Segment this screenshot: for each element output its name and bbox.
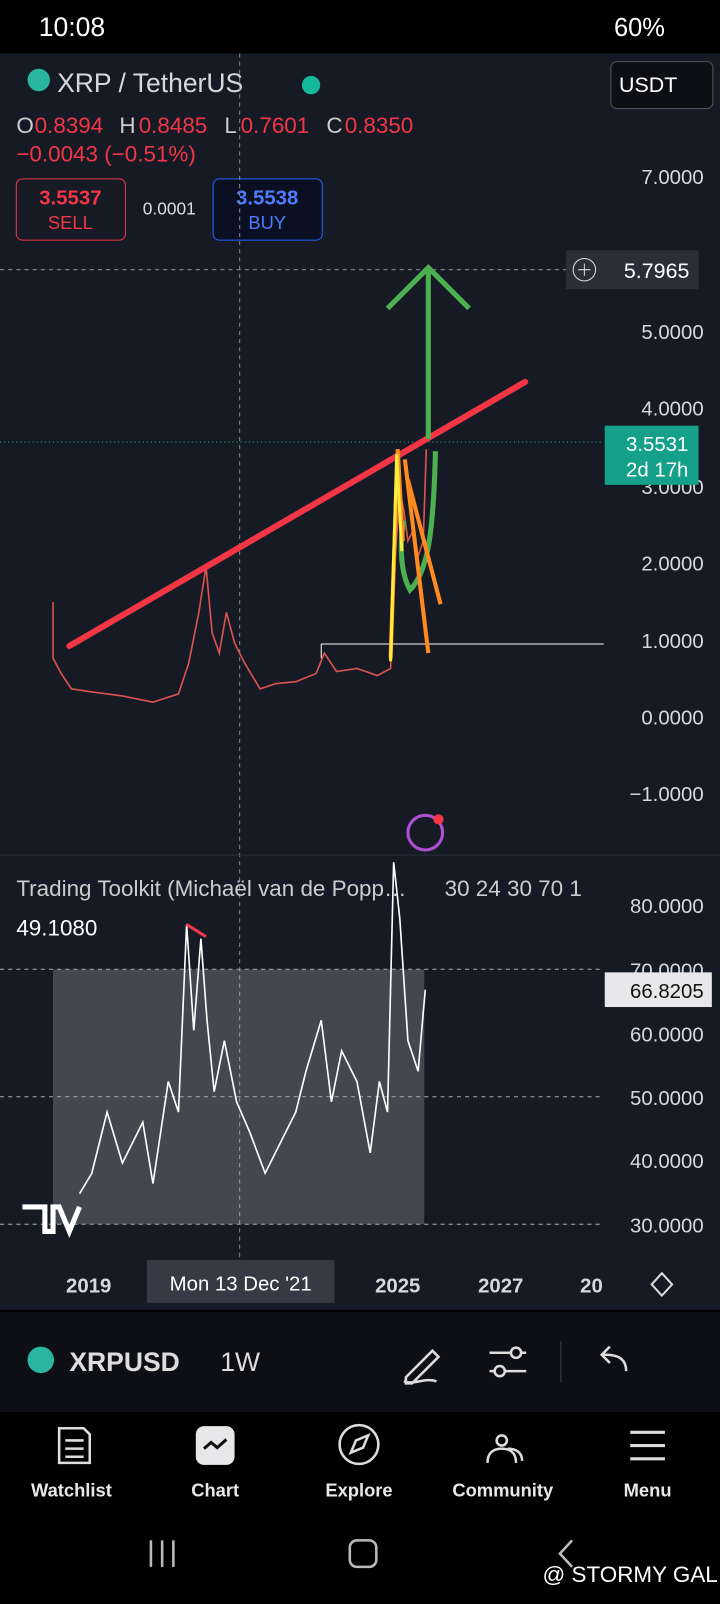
symbol-title: XRP / TetherUS: [57, 68, 243, 98]
currency: USDT: [619, 73, 677, 97]
indicator-label: 50.0000: [630, 1088, 704, 1110]
time-label: 20: [580, 1276, 603, 1298]
logo: [27, 68, 50, 92]
o-value: 0.8394: [35, 113, 104, 138]
symbol-logo: [27, 1346, 55, 1374]
indicator-badge: [604, 972, 712, 1008]
tv-logo: [22, 1204, 82, 1239]
price-label: 7.0000: [641, 167, 703, 189]
sell-price: 3.5537: [39, 187, 101, 209]
toolbar-interval[interactable]: 1W: [220, 1347, 260, 1377]
last-price: 3.5531: [626, 434, 688, 456]
back-button[interactable]: [558, 1539, 574, 1568]
buy-label: BUY: [248, 212, 286, 233]
undo-icon[interactable]: [599, 1345, 628, 1372]
price-label: −1.0000: [629, 784, 703, 806]
compass-needle: [348, 1432, 371, 1456]
draw-icon[interactable]: [403, 1348, 441, 1385]
price-label: 1.0000: [641, 631, 703, 653]
add-alert[interactable]: [572, 257, 597, 282]
sell-label: SELL: [48, 212, 93, 233]
explore-icon: [338, 1423, 380, 1466]
nav-item[interactable]: Community: [452, 1480, 554, 1501]
watchlist-icon: [57, 1426, 92, 1465]
indicator-series: [78, 862, 427, 1195]
price-label: 5.0000: [641, 322, 703, 344]
c-label: C: [326, 113, 342, 138]
indicator-value: 49.1080: [16, 916, 97, 941]
crosshair-price: 5.7965: [624, 259, 689, 283]
time: 10:08: [39, 12, 105, 42]
nav-item[interactable]: Menu: [624, 1480, 672, 1501]
o-label: O: [16, 113, 33, 138]
l-label: L: [224, 113, 236, 138]
market-dot: [301, 75, 321, 95]
time-label: 2019: [66, 1276, 111, 1298]
price-label: 0.0000: [641, 708, 703, 730]
time-label: 2027: [478, 1276, 523, 1298]
indicator-label: 40.0000: [630, 1151, 704, 1173]
slider-knob: [493, 1364, 507, 1378]
menu-icon: [630, 1430, 665, 1461]
nav-item[interactable]: Explore: [325, 1480, 392, 1501]
indicator-label: 60.0000: [630, 1025, 704, 1047]
indicator-params: 30 24 30 70 1: [445, 876, 582, 901]
trendline: [66, 378, 529, 650]
yellow-lines: [389, 454, 404, 662]
plus-icon: [578, 263, 591, 276]
buy-price: 3.5538: [236, 187, 298, 209]
time-label: 2025: [375, 1276, 420, 1298]
price-label: 2.0000: [641, 554, 703, 576]
price-label: 4.0000: [641, 399, 703, 421]
sell-button[interactable]: [15, 178, 126, 241]
price-axis: 7.0000 5.0000 4.0000 3.0000 2.0000 1.000…: [629, 167, 703, 806]
up-arrow: [385, 264, 471, 439]
toolbar-symbol[interactable]: XRPUSD: [69, 1347, 179, 1377]
h-value: 0.8485: [139, 113, 208, 138]
chart-icon-line: [202, 1438, 228, 1450]
slider-knob: [509, 1346, 523, 1360]
time-crosshair-badge: [146, 1259, 335, 1303]
recents-button[interactable]: [149, 1540, 175, 1567]
flash-icon[interactable]: [406, 813, 445, 852]
currency-select[interactable]: [610, 61, 714, 110]
watermark: @ STORMY GAL: [543, 1562, 718, 1587]
indicator-label: 30.0000: [630, 1215, 704, 1237]
community-icon: [486, 1434, 524, 1463]
indicator-title: Trading Toolkit (Michaël van de Popp…: [16, 876, 406, 901]
buy-button[interactable]: [212, 178, 323, 241]
last-price-badge: [604, 425, 699, 485]
ohlc: O 0.8394 H 0.8485 L 0.7601 C 0.8350 −0.0…: [16, 113, 413, 167]
countdown: 2d 17h: [626, 460, 688, 482]
nav-item[interactable]: Chart: [191, 1480, 239, 1501]
time-axis: 2019 2025 2027 20: [66, 1276, 603, 1298]
l-value: 0.7601: [241, 113, 310, 138]
change: −0.0043 (−0.51%): [16, 142, 196, 167]
notification-dot: [433, 814, 444, 825]
toolbar: [0, 1311, 720, 1412]
time-crosshair: Mon 13 Dec '21: [170, 1274, 312, 1296]
divergence-line: [185, 923, 207, 938]
spread: 0.0001: [143, 199, 196, 219]
nav-item[interactable]: Watchlist: [31, 1480, 112, 1501]
indicator-label: 80.0000: [630, 896, 704, 918]
battery: 60%: [614, 14, 665, 42]
home-button[interactable]: [348, 1539, 378, 1569]
indicator-axis: 80.0000 70.0000 60.0000 50.0000 40.0000 …: [630, 896, 704, 1237]
indicator-last: 66.8205: [630, 981, 704, 1003]
c-value: 0.8350: [345, 113, 414, 138]
h-label: H: [119, 113, 135, 138]
settings-icon[interactable]: [650, 1271, 674, 1298]
